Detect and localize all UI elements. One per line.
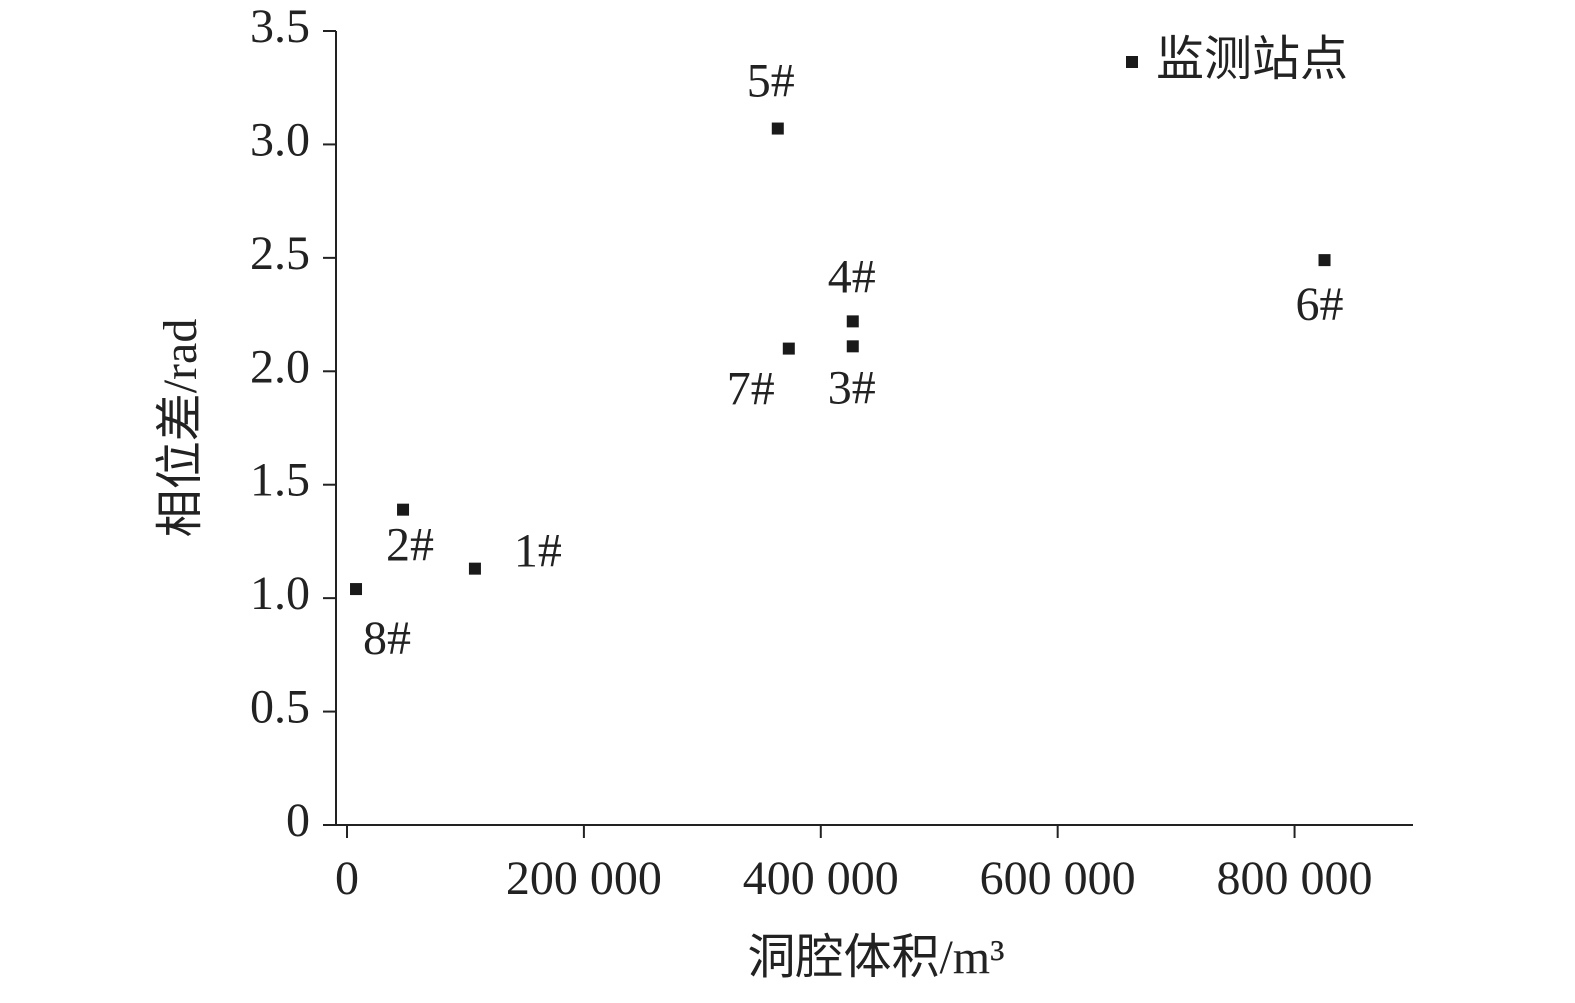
point-label: 3# <box>828 361 876 414</box>
point-label: 4# <box>828 250 876 303</box>
point-label: 5# <box>747 55 795 108</box>
x-tick-label: 0 <box>335 852 359 905</box>
y-tick-label: 2.0 <box>250 340 310 393</box>
y-axis-label: 相位差/rad <box>154 319 207 538</box>
y-tick-label: 1.0 <box>250 567 310 620</box>
point <box>1318 254 1331 267</box>
y-tick-label: 0 <box>286 794 310 847</box>
point <box>782 342 795 355</box>
point-label: 7# <box>727 363 775 416</box>
point-label: 8# <box>363 612 411 665</box>
point <box>771 122 784 135</box>
x-tick-label: 200 000 <box>506 852 662 905</box>
point <box>397 503 410 516</box>
point-label: 1# <box>514 525 562 578</box>
y-tick-label: 2.5 <box>250 227 310 280</box>
x-tick-label: 800 000 <box>1217 852 1373 905</box>
y-tick-label: 3.5 <box>250 0 310 53</box>
legend-marker <box>1126 56 1138 68</box>
point-label: 2# <box>386 519 434 572</box>
legend-label: 监测站点 <box>1156 33 1348 86</box>
y-tick-label: 1.5 <box>250 454 310 507</box>
point-label: 6# <box>1296 278 1344 331</box>
x-tick-label: 600 000 <box>980 852 1136 905</box>
point <box>350 583 363 596</box>
y-tick-label: 0.5 <box>250 681 310 734</box>
point <box>846 315 859 328</box>
y-tick-label: 3.0 <box>250 113 310 166</box>
x-axis-label: 洞腔体积/m³ <box>747 931 1004 984</box>
x-tick-label: 400 000 <box>743 852 899 905</box>
point <box>846 340 859 353</box>
point <box>468 562 481 575</box>
